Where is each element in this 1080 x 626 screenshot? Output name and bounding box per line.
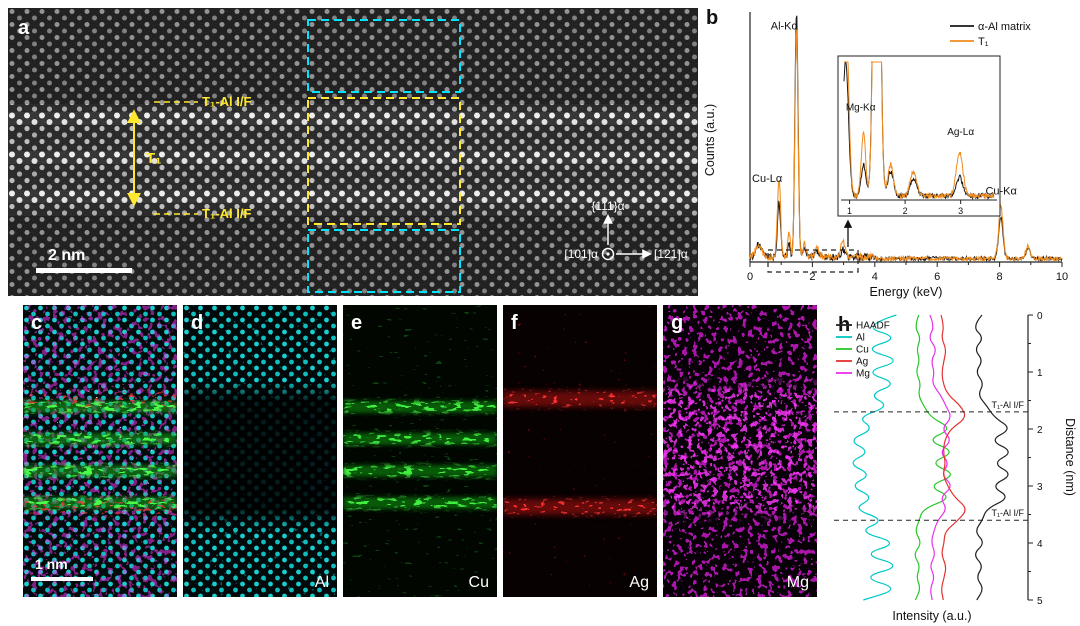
y-tick-label: 1 bbox=[1037, 368, 1043, 379]
y-tick-label: 0 bbox=[1037, 311, 1043, 322]
profile-series bbox=[852, 314, 1009, 601]
inset-tick-label: 2 bbox=[903, 206, 908, 216]
intensity-axis-label: Intensity (a.u.) bbox=[892, 609, 971, 623]
scale-bar-label: 2 nm bbox=[48, 247, 85, 264]
y-tick-label: 2 bbox=[1037, 425, 1043, 436]
y-tick-label: 3 bbox=[1037, 482, 1043, 493]
axis-right-label: [121]α bbox=[654, 247, 688, 261]
cu-bands bbox=[343, 305, 497, 597]
peak-label: Cu-Lα bbox=[752, 173, 783, 185]
x-tick-label: 0 bbox=[747, 271, 753, 283]
x-tick-label: 2 bbox=[809, 271, 815, 283]
panel-label-b: b bbox=[706, 7, 718, 29]
legend-label: T₁ bbox=[978, 36, 989, 48]
x-tick-label: 4 bbox=[872, 271, 878, 283]
roi-box-matrix-top bbox=[307, 19, 461, 93]
interface-label: T₁-Al I/F bbox=[991, 400, 1024, 410]
roi-box-matrix-bottom bbox=[307, 229, 461, 293]
panel-label-d: d bbox=[191, 312, 203, 334]
legend-label: Mg bbox=[856, 369, 870, 380]
legend-label: Ag bbox=[856, 357, 868, 368]
interface-top-label: T₁-Al I/F bbox=[202, 94, 251, 109]
element-label-ag: Ag bbox=[629, 574, 649, 591]
peak-label: Al-Kα bbox=[771, 21, 799, 33]
profile-ag bbox=[940, 314, 966, 601]
element-label-al: Al bbox=[315, 574, 329, 591]
inset-peak-label: Mg-Kα bbox=[846, 103, 876, 114]
panel-label-c: c bbox=[31, 312, 42, 334]
axis-out-of-plane-icon bbox=[601, 247, 615, 261]
spectrum-inset: 1 2 3 Mg-Kα Ag-Lα bbox=[837, 55, 1001, 217]
x-axis-label: Energy (keV) bbox=[870, 285, 943, 299]
panel-label-g: g bbox=[671, 312, 683, 334]
profile-cu bbox=[914, 314, 951, 601]
distance-axis-group: 0 1 2 3 4 5 bbox=[1027, 311, 1043, 607]
panel-d-al-map: d Al bbox=[183, 305, 337, 597]
y-tick-label: 4 bbox=[1037, 539, 1043, 550]
al-depleted-band bbox=[183, 305, 337, 597]
peak-label: Cu-Kα bbox=[985, 186, 1017, 198]
spectrum-ticks: 0 2 4 6 8 10 bbox=[747, 262, 1068, 283]
inset-tick-label: 3 bbox=[958, 206, 963, 216]
legend-label: Cu bbox=[856, 345, 869, 356]
spectrum-legend: α-Al matrix T₁ bbox=[950, 21, 1031, 48]
x-tick-label: 6 bbox=[934, 271, 940, 283]
element-label-cu: Cu bbox=[469, 574, 489, 591]
y-tick-label: 5 bbox=[1037, 596, 1043, 607]
legend-label: α-Al matrix bbox=[978, 21, 1031, 33]
inset-peak-label: Ag-Lα bbox=[947, 127, 974, 138]
t1-label: T₁ bbox=[146, 150, 161, 167]
panel-label-a: a bbox=[18, 17, 30, 39]
profile-mg bbox=[929, 314, 951, 601]
profile-haadf bbox=[975, 314, 1009, 601]
interface-label: T₁-Al I/F bbox=[991, 508, 1024, 518]
panel-c-composite-map: c 1 nm bbox=[23, 305, 177, 597]
map-scale-bar-label: 1 nm bbox=[35, 556, 68, 572]
composite-bright-mid bbox=[23, 305, 177, 597]
axis-out-of-plane-dot-icon bbox=[606, 252, 610, 256]
legend-label: Al bbox=[856, 333, 865, 344]
panel-a-haadf-image: T₁-Al I/F T₁-Al I/F T₁ 2 nm {111}α [121]… bbox=[8, 8, 698, 296]
panel-label-e: e bbox=[351, 312, 362, 334]
profile-al bbox=[852, 314, 897, 601]
panel-f-ag-map: f Ag bbox=[503, 305, 657, 597]
x-tick-label: 10 bbox=[1056, 271, 1068, 283]
inset-curve-t1 bbox=[844, 61, 995, 200]
panel-label-f: f bbox=[511, 312, 518, 334]
axis-up-label: {111}α bbox=[591, 199, 624, 213]
mg-dense-mid bbox=[663, 305, 817, 597]
scale-bar bbox=[36, 268, 132, 273]
interface-bottom-label: T₁-Al I/F bbox=[202, 206, 251, 221]
profile-annotations: T₁-Al I/F T₁-Al I/F bbox=[834, 400, 1028, 521]
inset-tick-label: 1 bbox=[847, 206, 852, 216]
axis-origin-label: [101]α bbox=[564, 247, 598, 261]
spectrum-zoom-roi-box bbox=[767, 249, 859, 273]
panel-g-mg-map: g Mg bbox=[663, 305, 817, 597]
legend-label: HAADF bbox=[856, 321, 890, 332]
spectrum-peak-labels: Cu-Lα Al-Kα Cu-Kα bbox=[752, 21, 1017, 198]
distance-axis-label: Distance (nm) bbox=[1063, 418, 1077, 496]
ag-interface-bands bbox=[503, 305, 657, 597]
map-scale-bar bbox=[31, 577, 93, 581]
spectrum-curve-t1 bbox=[749, 29, 1063, 263]
image-noise-overlay bbox=[8, 8, 698, 296]
crystal-axes: {111}α [121]α [101]α bbox=[564, 199, 687, 261]
x-tick-label: 8 bbox=[997, 271, 1003, 283]
element-label-mg: Mg bbox=[787, 574, 809, 591]
y-axis-label: Counts (a.u.) bbox=[703, 104, 717, 176]
spectrum-series bbox=[749, 15, 1063, 263]
panel-e-cu-map: e Cu bbox=[343, 305, 497, 597]
roi-box-t1 bbox=[307, 97, 461, 225]
